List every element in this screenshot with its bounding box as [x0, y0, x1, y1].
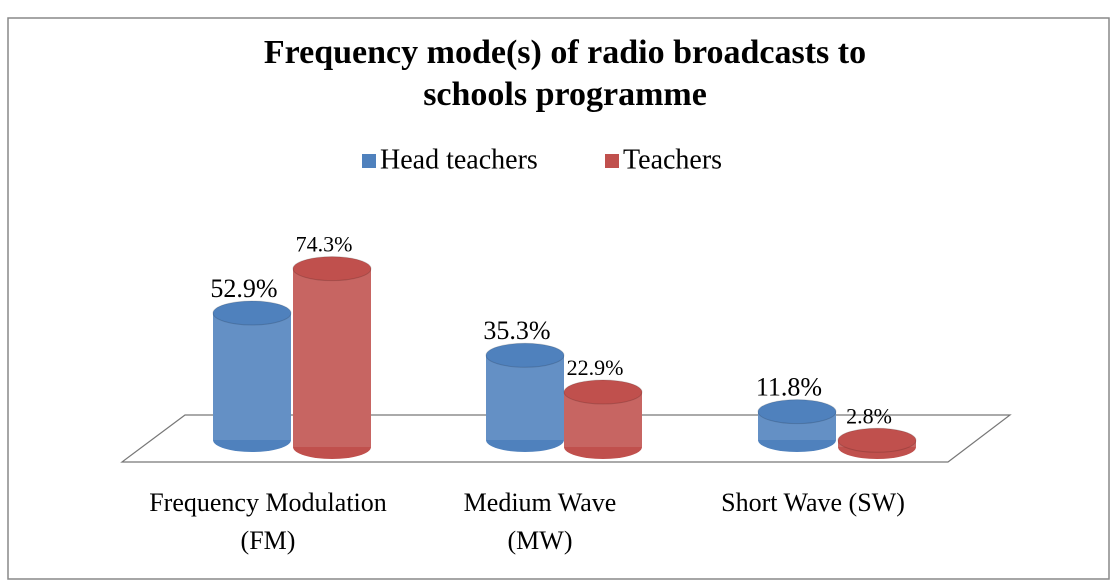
- legend-swatch: [605, 154, 619, 168]
- x-tick-label: Frequency Modulation (FM): [149, 488, 387, 555]
- value-label: 2.8%: [846, 403, 892, 428]
- value-label: 35.3%: [483, 316, 550, 345]
- chart-title: Frequency mode(s) of radio broadcasts to…: [264, 34, 866, 113]
- cylinder-top: [757, 399, 837, 425]
- cylinder-top: [485, 342, 565, 368]
- x-tick-label: Short Wave (SW): [721, 488, 905, 517]
- cylinder-top: [212, 300, 292, 326]
- cylinder: [485, 342, 565, 452]
- cylinder-body: [213, 313, 291, 440]
- cylinder-body: [486, 355, 564, 440]
- cylinder: [563, 379, 643, 459]
- cylinder-top: [563, 379, 643, 405]
- cylinder-shade: [486, 355, 564, 440]
- value-label: 74.3%: [296, 232, 353, 257]
- value-label: 22.9%: [567, 355, 624, 380]
- cylinder-body: [293, 268, 371, 447]
- cylinder-shade: [213, 313, 291, 440]
- cylinder-top: [837, 427, 917, 453]
- legend-label: Teachers: [623, 144, 722, 175]
- legend-label: Head teachers: [380, 144, 538, 175]
- cylinder-top: [292, 256, 372, 282]
- chart-border: [7, 17, 1110, 580]
- legend-swatch: [362, 154, 376, 168]
- cylinder: [292, 256, 372, 459]
- cylinder: [212, 300, 292, 452]
- x-tick-label: Medium Wave (MW): [463, 488, 617, 555]
- value-label: 52.9%: [210, 274, 277, 303]
- cylinder: [837, 427, 917, 459]
- cylinder: [757, 399, 837, 452]
- cylinder-shade: [293, 268, 371, 447]
- value-label: 11.8%: [756, 373, 822, 402]
